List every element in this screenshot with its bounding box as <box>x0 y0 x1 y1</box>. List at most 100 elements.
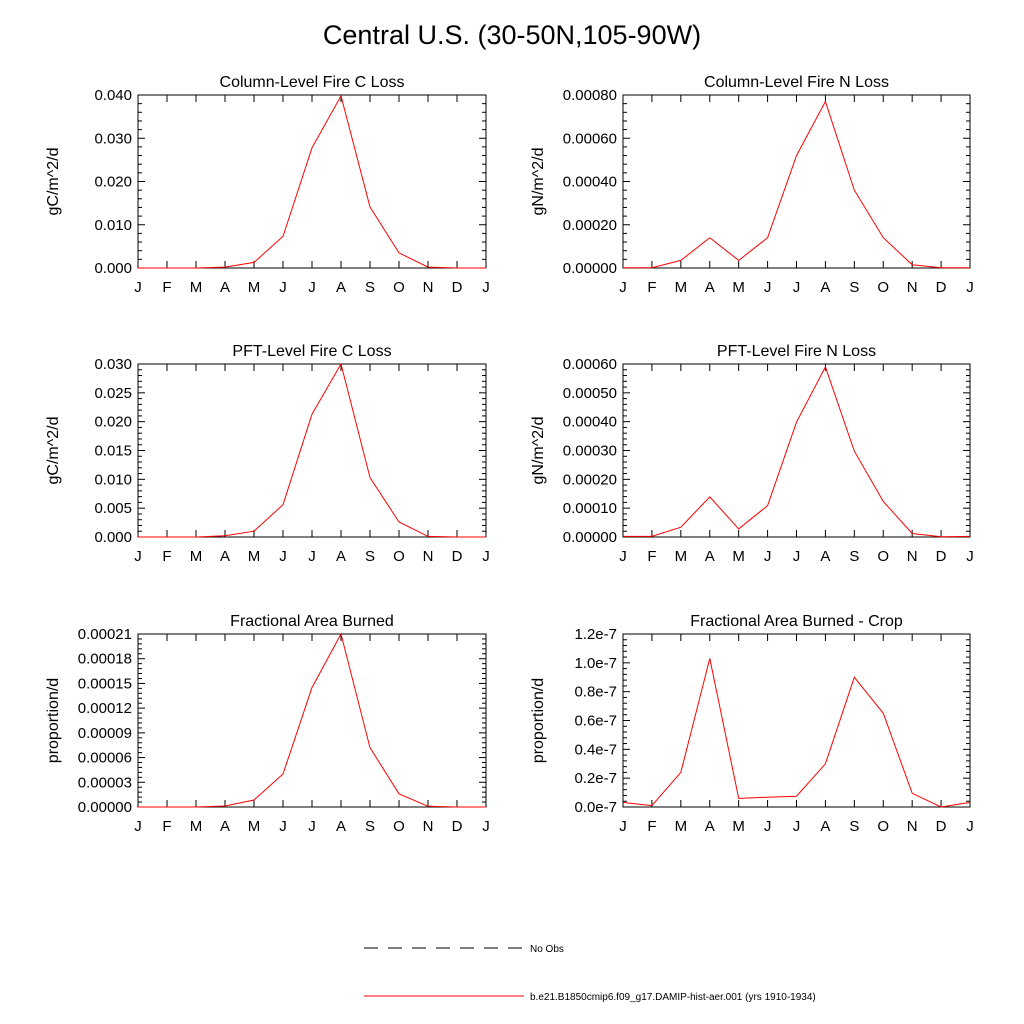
x-tick-label: J <box>966 548 974 565</box>
y-axis-label: proportion/d <box>45 678 62 763</box>
y-tick-label: 0.00050 <box>563 385 617 402</box>
y-axis-label: proportion/d <box>530 678 547 763</box>
x-tick-label: M <box>190 279 203 296</box>
y-tick-label: 0.8e-7 <box>574 684 617 701</box>
y-axis-label: gN/m^2/d <box>530 417 547 485</box>
x-tick-label: M <box>675 548 688 565</box>
y-tick-label: 0.000 <box>94 529 132 546</box>
chart-title: Fractional Area Burned - Crop <box>690 613 903 630</box>
x-tick-label: D <box>452 279 463 296</box>
x-tick-label: J <box>793 818 801 835</box>
legend-label-model: b.e21.B1850cmip6.f09_g17.DAMIP-hist-aer.… <box>530 992 816 1003</box>
x-tick-label: F <box>647 548 656 565</box>
y-tick-label: 0.010 <box>94 471 132 488</box>
x-tick-label: N <box>423 548 434 565</box>
y-tick-label: 0.00080 <box>563 87 617 104</box>
y-tick-label: 0.00040 <box>563 414 617 431</box>
x-tick-label: N <box>907 279 918 296</box>
y-tick-label: 0.010 <box>94 217 132 234</box>
x-tick-label: N <box>907 548 918 565</box>
chart-panel-1: Column-Level Fire C Loss gC/m^2/d 0.000 0.0… <box>45 74 490 296</box>
x-tick-label: F <box>647 818 656 835</box>
y-tick-label: 0.00003 <box>78 774 132 791</box>
x-tick-label: A <box>705 548 715 565</box>
x-tick-label: A <box>705 818 715 835</box>
x-tick-label: O <box>393 279 405 296</box>
x-tick-label: O <box>393 548 405 565</box>
x-tick-label: J <box>134 279 142 296</box>
x-tick-label: A <box>336 818 346 835</box>
x-tick-label: F <box>647 279 656 296</box>
chart-panel-2: Column-Level Fire N Loss gN/m^2/d 0.00000 0… <box>530 74 974 296</box>
x-tick-label: J <box>482 818 490 835</box>
y-tick-label: 0.00009 <box>78 725 132 742</box>
x-tick-label: S <box>849 279 859 296</box>
plot-frame <box>622 363 971 538</box>
y-tick-label: 0.00018 <box>78 651 132 668</box>
x-tick-label: M <box>248 548 261 565</box>
x-tick-label: F <box>162 279 171 296</box>
y-axis-label: gC/m^2/d <box>45 417 62 485</box>
y-tick-label: 0.4e-7 <box>574 741 617 758</box>
x-tick-label: A <box>820 548 830 565</box>
series-line <box>138 632 486 808</box>
x-tick-label: M <box>190 818 203 835</box>
y-tick-label: 0.00040 <box>563 174 617 191</box>
y-axis-label: gC/m^2/d <box>45 148 62 216</box>
x-tick-label: J <box>764 818 772 835</box>
series-line <box>138 362 486 538</box>
chart-title: PFT-Level Fire N Loss <box>717 343 876 360</box>
chart-panel-5: Fractional Area Burned proportion/d 0.0000… <box>45 613 490 835</box>
plot-frame <box>622 94 971 269</box>
plot-frame <box>137 94 487 269</box>
x-tick-label: A <box>336 279 346 296</box>
series-line <box>138 94 486 269</box>
y-tick-label: 0.00020 <box>563 471 617 488</box>
x-tick-label: N <box>907 818 918 835</box>
plot-frame <box>137 633 487 808</box>
x-tick-label: M <box>732 279 745 296</box>
x-tick-label: J <box>308 548 316 565</box>
x-tick-label: O <box>877 818 889 835</box>
chart-panel-4: PFT-Level Fire N Loss gN/m^2/d 0.00000 0.00… <box>530 343 974 565</box>
x-tick-label: A <box>220 818 230 835</box>
x-tick-label: J <box>134 818 142 835</box>
x-tick-label: M <box>675 818 688 835</box>
x-tick-label: J <box>308 279 316 296</box>
y-tick-label: 0.00000 <box>563 260 617 277</box>
x-tick-label: O <box>877 548 889 565</box>
plot-frame <box>622 633 971 808</box>
x-tick-label: J <box>482 279 490 296</box>
y-tick-label: 0.030 <box>94 356 132 373</box>
y-tick-label: 0.00010 <box>563 500 617 517</box>
x-tick-label: J <box>619 279 627 296</box>
y-tick-label: 0.00000 <box>563 529 617 546</box>
y-tick-label: 0.00000 <box>78 799 132 816</box>
x-tick-label: A <box>220 279 230 296</box>
x-tick-label: F <box>162 548 171 565</box>
x-tick-label: D <box>936 279 947 296</box>
y-tick-label: 0.030 <box>94 130 132 147</box>
x-tick-label: O <box>877 279 889 296</box>
x-tick-label: D <box>936 818 947 835</box>
x-tick-label: M <box>732 548 745 565</box>
x-tick-label: S <box>365 818 375 835</box>
x-tick-label: M <box>190 548 203 565</box>
x-tick-label: D <box>936 548 947 565</box>
x-tick-label: J <box>279 548 287 565</box>
x-tick-label: A <box>705 279 715 296</box>
x-tick-label: N <box>423 818 434 835</box>
y-tick-label: 1.0e-7 <box>574 655 617 672</box>
y-tick-label: 0.015 <box>94 443 132 460</box>
x-tick-label: J <box>619 818 627 835</box>
chart-title: Column-Level Fire C Loss <box>220 74 405 91</box>
x-tick-label: J <box>482 548 490 565</box>
y-tick-label: 0.00060 <box>563 130 617 147</box>
x-tick-label: D <box>452 818 463 835</box>
x-tick-label: S <box>849 818 859 835</box>
x-tick-label: F <box>162 818 171 835</box>
x-tick-label: J <box>764 548 772 565</box>
x-tick-label: J <box>966 279 974 296</box>
y-tick-label: 0.020 <box>94 174 132 191</box>
